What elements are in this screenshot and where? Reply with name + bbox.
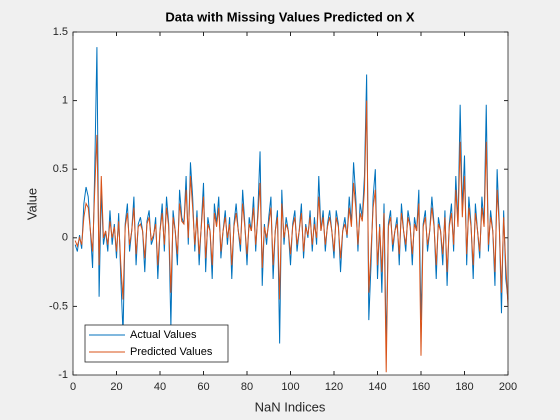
legend-label: Actual Values — [130, 329, 197, 341]
y-tick-label: 0.5 — [53, 163, 68, 175]
y-tick-label: 1.5 — [53, 26, 68, 38]
x-tick-label: 200 — [499, 381, 517, 393]
axes-box — [72, 31, 509, 376]
x-tick-label: 140 — [368, 381, 386, 393]
legend-box — [84, 324, 229, 363]
data-line — [74, 100, 509, 373]
x-tick-label: 120 — [325, 381, 343, 393]
y-tick-label: -1 — [58, 369, 68, 381]
x-tick-label: 80 — [241, 381, 253, 393]
x-tick-label: 160 — [412, 381, 430, 393]
y-tick-label: 0 — [62, 232, 68, 244]
x-tick-label: 20 — [110, 381, 122, 393]
y-tick-label: 1 — [62, 95, 68, 107]
y-axis-label: Value — [24, 188, 39, 220]
x-axis-label: NaN Indices — [255, 399, 326, 414]
chart-title: Data with Missing Values Predicted on X — [165, 9, 415, 24]
y-tick-label: -0.5 — [49, 300, 68, 312]
legend-label: Predicted Values — [130, 346, 213, 358]
x-tick-label: 60 — [197, 381, 209, 393]
x-tick-label: 100 — [281, 381, 299, 393]
x-tick-label: 0 — [70, 381, 76, 393]
plot-area — [73, 32, 508, 375]
x-tick-label: 40 — [154, 381, 166, 393]
x-tick-label: 180 — [455, 381, 473, 393]
